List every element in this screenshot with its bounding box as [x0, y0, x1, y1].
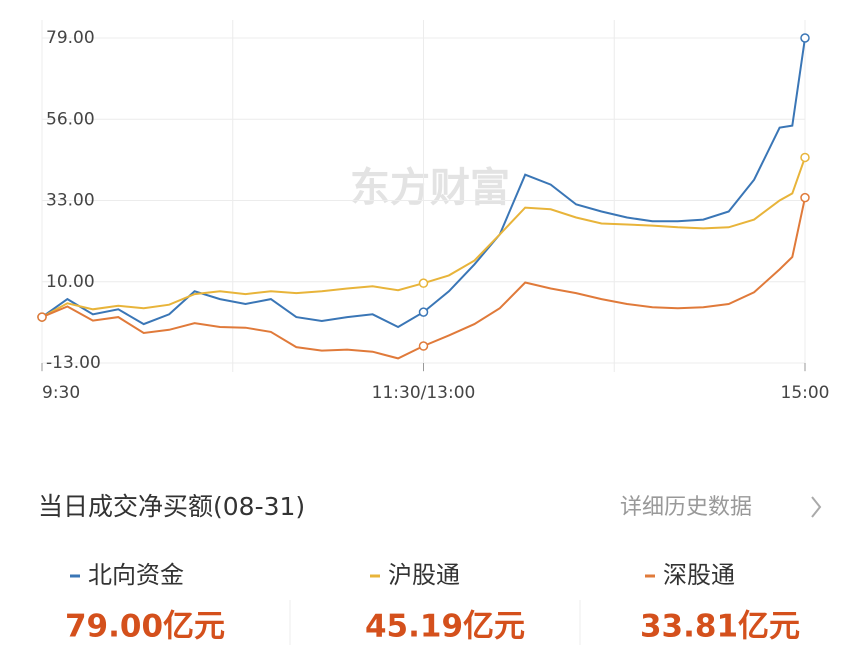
series-line [41, 37, 806, 329]
y-tick-label: 79.00 [46, 28, 95, 48]
y-tick-label: 33.00 [46, 191, 95, 211]
net-buy-amount: 33.81亿元 [640, 609, 800, 645]
point-marker [418, 307, 429, 317]
series-line [41, 157, 806, 318]
legend-label: 沪股通 [388, 561, 460, 589]
legend-label: 深股通 [663, 561, 735, 589]
section-title: 当日成交净买额(08-31) [38, 492, 305, 521]
series-line [41, 197, 806, 360]
x-tick-label: 9:30 [42, 383, 80, 403]
history-link[interactable]: 详细历史数据 [620, 495, 752, 520]
point-marker [418, 341, 429, 351]
y-tick-label: 10.00 [46, 272, 95, 292]
legend-label: 北向资金 [88, 561, 184, 589]
y-tick-label: -13.00 [46, 353, 101, 373]
chevron-icon[interactable] [811, 496, 822, 518]
x-tick-label: 15:00 [781, 383, 830, 403]
point-marker [800, 33, 810, 43]
net-buy-amount: 79.00亿元 [65, 609, 225, 645]
y-tick-label: 56.00 [46, 109, 95, 129]
net-buy-amount: 45.19亿元 [365, 609, 525, 645]
point-marker [800, 192, 810, 203]
point-marker [418, 278, 429, 288]
watermark: 东方财富 [350, 165, 510, 211]
point-marker [800, 152, 810, 163]
x-tick-label: 11:30/13:00 [372, 383, 476, 403]
point-marker [37, 312, 47, 322]
